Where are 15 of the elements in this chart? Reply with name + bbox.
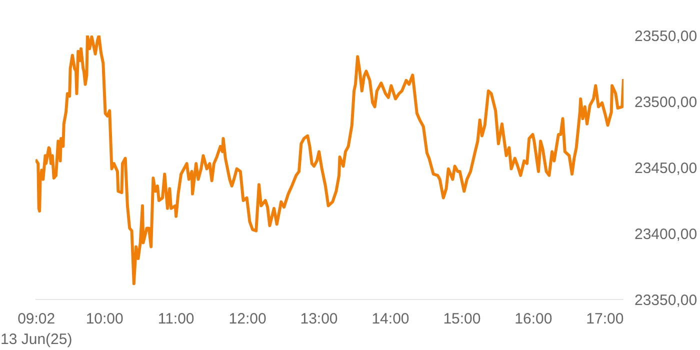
y-tick-label: 23550,00 (634, 28, 698, 45)
x-tick-label: 14:00 (372, 310, 410, 328)
x-tick-label: 09:02 13 Jun(25) (0, 310, 72, 348)
x-tick-label: 12:00 (228, 310, 266, 328)
x-tick-label: 15:00 (443, 310, 481, 328)
x-tick-label: 13:00 (300, 310, 338, 328)
y-tick-label: 23450,00 (634, 160, 698, 177)
x-tick-label: 16:00 (514, 310, 552, 328)
x-tick-label: 17:00 (586, 310, 624, 328)
y-tick-label: 23350,00 (634, 292, 698, 309)
line-series (36, 36, 624, 286)
y-tick-label: 23500,00 (634, 94, 698, 111)
x-tick-label: 11:00 (158, 310, 194, 328)
y-tick-label: 23400,00 (634, 226, 698, 243)
x-tick-label: 10:00 (86, 310, 124, 328)
